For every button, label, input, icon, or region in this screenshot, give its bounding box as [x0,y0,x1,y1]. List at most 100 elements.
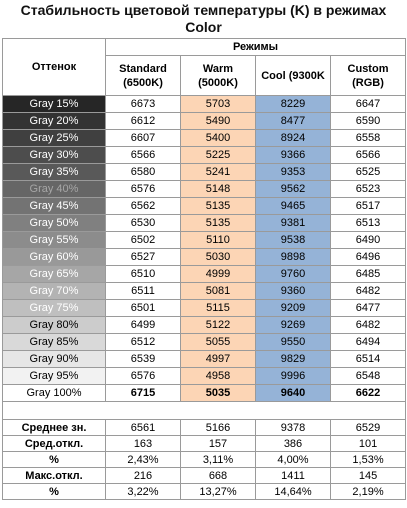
custom-value-cell: 6517 [329,197,407,215]
column-header-modes: Режимы [104,38,407,56]
stat-label-cell: % [2,483,106,500]
stat-custom-cell: 101 [329,435,407,452]
row-label-cell: Gray 60% [2,248,106,266]
table-row: Gray 85% 6512 5055 9550 6494 [2,333,407,351]
custom-sub-label: (RGB) [352,76,384,89]
row-label-cell: Gray 25% [2,129,106,147]
warm-value-cell: 4997 [180,350,256,368]
spacer-cell [1,401,407,420]
standard-value-cell: 6580 [105,163,181,181]
table-wrapper: Оттенок Режимы Standard (6500K) Warm (50… [1,38,407,500]
standard-value-cell: 6612 [105,112,181,130]
row-label-cell: Gray 75% [2,299,106,317]
custom-value-cell: 6558 [329,129,407,147]
stat-warm-cell: 157 [180,435,256,452]
warm-value-cell: 5055 [180,333,256,351]
row-label-cell: Gray 40% [2,180,106,198]
custom-value-cell: 6477 [329,299,407,317]
stats-row: Сред.откл. 163 157 386 101 [2,435,407,452]
stats-row: % 3,22% 13,27% 14,64% 2,19% [2,483,407,500]
stat-cool-cell: 1411 [255,467,331,484]
cool-value-cell: 9760 [255,265,331,283]
warm-value-cell: 5081 [180,282,256,300]
stat-custom-cell: 6529 [329,419,407,436]
cool-value-cell: 9640 [255,384,331,402]
cool-value-cell: 9898 [255,248,331,266]
warm-value-cell: 5115 [180,299,256,317]
custom-value-cell: 6523 [329,180,407,198]
page-title: Стабильность цветовой температуры (K) в … [0,0,407,38]
cool-value-cell: 9562 [255,180,331,198]
standard-value-cell: 6530 [105,214,181,232]
cool-value-cell: 9381 [255,214,331,232]
standard-value-cell: 6539 [105,350,181,368]
row-label-cell: Gray 85% [2,333,106,351]
stat-label-cell: Сред.откл. [2,435,106,452]
warm-value-cell: 5400 [180,129,256,147]
stat-label-cell: % [2,451,106,468]
standard-value-cell: 6576 [105,180,181,198]
cool-value-cell: 9829 [255,350,331,368]
stat-cool-cell: 386 [255,435,331,452]
stat-standard-cell: 6561 [105,419,181,436]
warm-value-cell: 5225 [180,146,256,164]
stats-rows: Среднее зн. 6561 5166 9378 6529 Сред.откл. 163… [1,401,407,500]
stat-standard-cell: 2,43% [105,451,181,468]
standard-value-cell: 6562 [105,197,181,215]
cool-value-cell: 9269 [255,316,331,334]
cool-value-cell: 9366 [255,146,331,164]
row-label-cell: Gray 30% [2,146,106,164]
cool-value-cell: 8477 [255,112,331,130]
standard-value-cell: 6566 [105,146,181,164]
table-row: Gray 35% 6580 5241 9353 6525 [2,163,407,181]
stat-cool-cell: 4,00% [255,451,331,468]
row-label-cell: Gray 80% [2,316,106,334]
cool-value-cell: 9465 [255,197,331,215]
row-label-cell: Gray 90% [2,350,106,368]
table-row: Gray 55% 6502 5110 9538 6490 [2,231,407,249]
standard-value-cell: 6576 [105,367,181,385]
cool-value-cell: 9996 [255,367,331,385]
cool-value-cell: 9353 [255,163,331,181]
standard-value-cell: 6501 [105,299,181,317]
standard-value-cell: 6607 [105,129,181,147]
warm-value-cell: 5035 [180,384,256,402]
data-rows: Gray 15% 6673 5703 8229 6647 Gray 20% 6612 5490… [2,95,407,402]
table-row: Gray 20% 6612 5490 8477 6590 [2,112,407,130]
column-header-custom: Custom (RGB) [329,55,407,96]
row-label-cell: Gray 50% [2,214,106,232]
row-label-cell: Gray 70% [2,282,106,300]
stat-custom-cell: 145 [329,467,407,484]
custom-value-cell: 6622 [329,384,407,402]
table-row: Gray 40% 6576 5148 9562 6523 [2,180,407,198]
table-row: Gray 30% 6566 5225 9366 6566 [2,146,407,164]
warm-value-cell: 5135 [180,214,256,232]
standard-value-cell: 6527 [105,248,181,266]
stat-label-cell: Макс.откл. [2,467,106,484]
cool-value-cell: 8229 [255,95,331,113]
standard-value-cell: 6502 [105,231,181,249]
color-temperature-table: Оттенок Режимы Standard (6500K) Warm (50… [1,38,407,500]
standard-value-cell: 6715 [105,384,181,402]
row-label-cell: Gray 65% [2,265,106,283]
table-row: Gray 100% 6715 5035 9640 6622 [2,384,407,402]
table-row: Gray 25% 6607 5400 8924 6558 [2,129,407,147]
row-label-cell: Gray 20% [2,112,106,130]
warm-label: Warm [202,62,234,75]
warm-value-cell: 5110 [180,231,256,249]
cool-label: Cool (9300K [261,69,325,82]
standard-value-cell: 6512 [105,333,181,351]
warm-value-cell: 5148 [180,180,256,198]
warm-value-cell: 4999 [180,265,256,283]
table-row: Gray 70% 6511 5081 9360 6482 [2,282,407,300]
stat-standard-cell: 163 [105,435,181,452]
custom-label: Custom [347,62,389,75]
cool-value-cell: 8924 [255,129,331,147]
table-row: Gray 90% 6539 4997 9829 6514 [2,350,407,368]
table-row: Gray 50% 6530 5135 9381 6513 [2,214,407,232]
stat-cool-cell: 9378 [255,419,331,436]
stats-row: Макс.откл. 216 668 1411 145 [2,467,407,484]
row-label-cell: Gray 35% [2,163,106,181]
warm-value-cell: 4958 [180,367,256,385]
cool-value-cell: 9360 [255,282,331,300]
